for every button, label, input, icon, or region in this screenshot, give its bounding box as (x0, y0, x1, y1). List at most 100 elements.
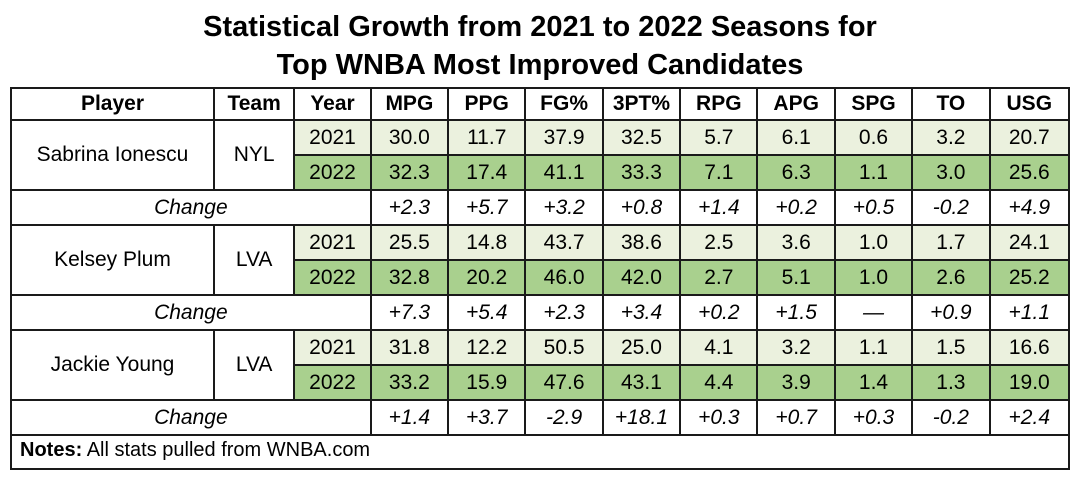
stat-cell-2021: 24.1 (988, 224, 1071, 261)
stat-cell-2022: 2.7 (679, 259, 759, 296)
change-row: Change +1.4 +3.7 -2.9 +18.1 +0.3 +0.7 +0.3 -0.2 +… (10, 399, 1071, 436)
stat-cell-2021: 2021 (293, 119, 372, 156)
change-value-cell: +1.4 (679, 189, 759, 226)
stat-cell-2021: 2021 (293, 224, 372, 261)
change-value-cell: +1.5 (756, 294, 836, 331)
change-row: Change +7.3 +5.4 +2.3 +3.4 +0.2 +1.5— +0.9 +1.1 (10, 294, 1071, 331)
change-value-cell: -0.2 (911, 399, 991, 436)
change-value-cell: +0.3 (679, 399, 759, 436)
change-label: Change (10, 399, 372, 436)
stat-cell-2021: 31.8 (369, 329, 450, 366)
column-header-spg: SPG (833, 87, 914, 121)
column-header-player: Player (10, 87, 215, 121)
stat-cell-2022: 32.8 (369, 259, 450, 296)
table-row: Kelsey Plum LVA 2021 25.5 14.8 43.7 38.6 2.5 3.6… (10, 224, 1071, 296)
notes-box: Notes: All stats pulled from WNBA.com (10, 430, 1070, 470)
chart-title: Statistical Growth from 2021 to 2022 Sea… (0, 8, 1080, 84)
stat-cell-2022: 1.1 (833, 154, 914, 191)
column-header-rpg: RPG (679, 87, 759, 121)
stat-cell-2022: 17.4 (447, 154, 527, 191)
stat-cell-2021: 30.0 (369, 119, 450, 156)
stat-cell-2022: 2022 (293, 259, 372, 296)
table-row: Jackie Young LVA 2021 31.8 12.2 50.5 25.0 4.1 3.… (10, 329, 1071, 401)
change-value-cell: -2.9 (524, 399, 604, 436)
stat-cell-2022: 41.1 (524, 154, 604, 191)
stat-cell-2022: 32.3 (369, 154, 450, 191)
column-header-usg: USG (988, 87, 1071, 121)
stat-cell-2021: 25.5 (369, 224, 450, 261)
change-value-cell: +0.5 (833, 189, 914, 226)
table-row: 2022 33.2 15.9 47.6 43.1 4.4 3.9 1.4 1.3 19.0 (11, 364, 1071, 401)
change-value-cell: +1.1 (988, 294, 1071, 331)
stat-cell-2022: 33.2 (369, 364, 450, 401)
column-header-fg: FG% (524, 87, 604, 121)
table-row: 2022 32.3 17.4 41.1 33.3 7.1 6.3 1.1 3.0 25.6 (11, 154, 1071, 191)
stat-cell-2021: 32.5 (601, 119, 682, 156)
change-value-cell: — (833, 294, 914, 331)
change-value-cell: +3.4 (601, 294, 682, 331)
notes-text: All stats pulled from WNBA.com (82, 439, 371, 461)
column-header-apg: APG (756, 87, 836, 121)
stat-cell-2022: 3.0 (911, 154, 991, 191)
change-label: Change (10, 294, 372, 331)
stat-cell-2021: 1.0 (833, 224, 914, 261)
stat-cell-2022: 1.4 (833, 364, 914, 401)
change-value-cell: +18.1 (601, 399, 682, 436)
stat-cell-2021: 6.1 (756, 119, 836, 156)
stat-cell-2022: 1.0 (833, 259, 914, 296)
change-value-cell: +0.3 (833, 399, 914, 436)
stat-cell-2021: 50.5 (524, 329, 604, 366)
player-name-cell: Sabrina Ionescu (10, 119, 215, 191)
team-cell: NYL (212, 119, 296, 191)
stat-cell-2021: 4.1 (679, 329, 759, 366)
stat-cell-2021: 43.7 (524, 224, 604, 261)
table-body: Sabrina Ionescu NYL 2021 30.0 11.7 37.9 32.5 5.… (10, 119, 1071, 436)
player-name-cell: Kelsey Plum (10, 224, 215, 296)
change-value-cell: +4.9 (988, 189, 1071, 226)
chart-title-line-2: Top WNBA Most Improved Candidates (276, 49, 804, 81)
stat-cell-2022: 5.1 (756, 259, 836, 296)
stat-cell-2022: 20.2 (447, 259, 527, 296)
stat-cell-2022: 25.6 (988, 154, 1071, 191)
stat-cell-2022: 19.0 (988, 364, 1071, 401)
stat-cell-2022: 2.6 (911, 259, 991, 296)
stat-cell-2021: 14.8 (447, 224, 527, 261)
change-value-cell: +0.9 (911, 294, 991, 331)
stats-table: Player Team Year MPG PPG FG% 3PT% RPG APG SPG TO US… (10, 87, 1071, 436)
change-value-cell: +2.3 (524, 294, 604, 331)
stat-cell-2021: 11.7 (447, 119, 527, 156)
stat-cell-2022: 3.9 (756, 364, 836, 401)
column-header-team: Team (212, 87, 296, 121)
column-header-to: TO (911, 87, 991, 121)
notes-label: Notes: (20, 439, 83, 461)
header-row: Player Team Year MPG PPG FG% 3PT% RPG APG SPG TO US… (10, 87, 1071, 121)
stat-cell-2021: 1.1 (833, 329, 914, 366)
stat-cell-2021: 0.6 (833, 119, 914, 156)
change-value-cell: -0.2 (911, 189, 991, 226)
change-value-cell: +0.7 (756, 399, 836, 436)
stat-cell-2021: 16.6 (988, 329, 1071, 366)
change-row: Change +2.3 +5.7 +3.2 +0.8 +1.4 +0.2 +0.5 -0.2 +4… (10, 189, 1071, 226)
stat-cell-2021: 5.7 (679, 119, 759, 156)
stat-cell-2022: 2022 (293, 154, 372, 191)
stat-cell-2021: 2.5 (679, 224, 759, 261)
stat-cell-2021: 20.7 (988, 119, 1071, 156)
stat-cell-2021: 38.6 (601, 224, 682, 261)
column-header-mpg: MPG (369, 87, 450, 121)
table-row: Sabrina Ionescu NYL 2021 30.0 11.7 37.9 32.5 5.… (10, 119, 1071, 191)
stat-cell-2022: 47.6 (524, 364, 604, 401)
change-value-cell: +0.2 (679, 294, 759, 331)
change-value-cell: +5.4 (447, 294, 527, 331)
stat-cell-2022: 1.3 (911, 364, 991, 401)
change-value-cell: +2.3 (369, 189, 450, 226)
table-row: 2022 32.8 20.2 46.0 42.0 2.7 5.1 1.0 2.6 25.2 (11, 259, 1071, 296)
stat-cell-2021: 12.2 (447, 329, 527, 366)
change-value-cell: +0.2 (756, 189, 836, 226)
stat-cell-2022: 15.9 (447, 364, 527, 401)
stat-cell-2022: 4.4 (679, 364, 759, 401)
change-value-cell: +2.4 (988, 399, 1071, 436)
change-value-cell: +0.8 (601, 189, 682, 226)
stat-cell-2022: 46.0 (524, 259, 604, 296)
stat-cell-2022: 43.1 (601, 364, 682, 401)
stat-cell-2022: 2022 (293, 364, 372, 401)
